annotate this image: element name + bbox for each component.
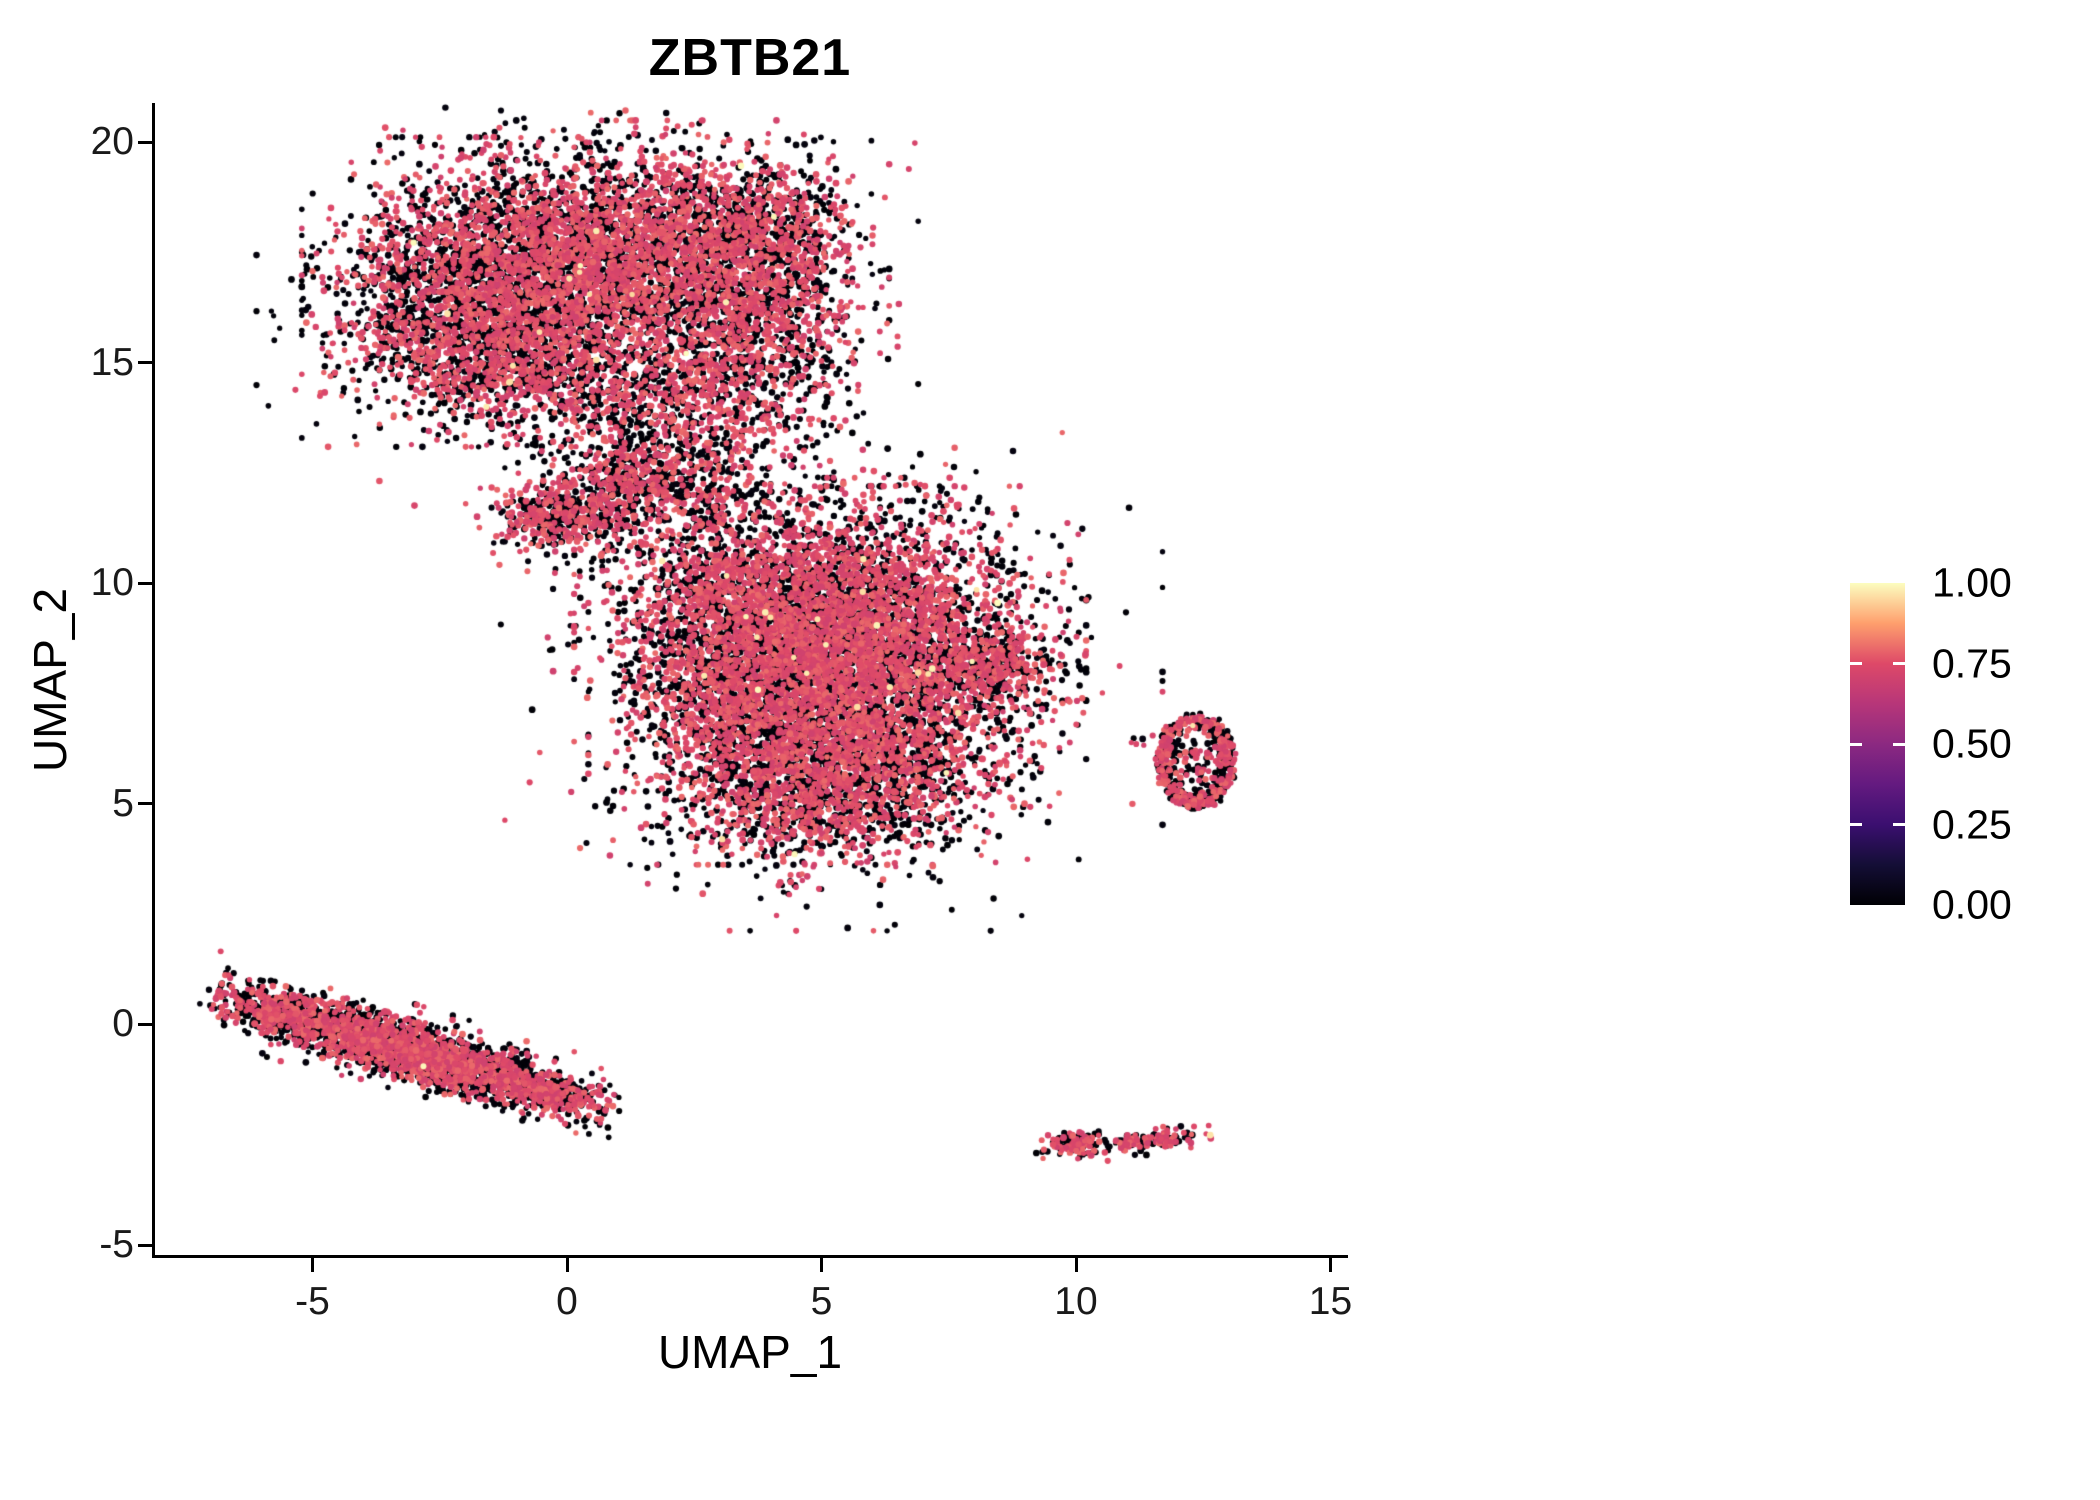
y-axis-tick-mark <box>138 581 152 585</box>
colorbar-break-tick <box>1850 662 1862 665</box>
colorbar-break-tick <box>1850 823 1862 826</box>
colorbar-tick-label: 0.75 <box>1932 640 2012 686</box>
x-axis-tick-mark <box>1329 1258 1332 1272</box>
y-axis-tick-mark <box>138 361 152 365</box>
colorbar-tick-label: 0.00 <box>1932 881 2012 928</box>
x-tick-label: 0 <box>556 1280 578 1323</box>
colorbar-tick-label: 0.50 <box>1932 720 2012 767</box>
colorbar-break-tick <box>1850 742 1862 746</box>
y-tick-label: -5 <box>99 1223 134 1266</box>
y-axis-tick-mark <box>138 1022 152 1026</box>
x-tick-label: 15 <box>1308 1280 1353 1323</box>
y-axis-line <box>152 103 155 1258</box>
y-tick-label: 5 <box>112 781 134 825</box>
x-axis-line <box>152 1255 1348 1258</box>
y-axis-tick-mark <box>138 140 152 144</box>
plot-title: ZBTB21 <box>648 29 852 87</box>
colorbar-tick-label: 0.25 <box>1932 801 2012 847</box>
x-axis-title: UMAP_1 <box>657 1326 843 1378</box>
y-tick-label: 15 <box>90 340 134 384</box>
y-tick-label: 20 <box>90 120 134 163</box>
x-tick-label: -5 <box>295 1280 330 1323</box>
y-tick-label: 10 <box>90 561 134 605</box>
colorbar-break-tick <box>1893 823 1905 826</box>
x-axis-tick-mark <box>820 1258 823 1272</box>
y-axis-tick-mark <box>138 802 152 806</box>
x-axis-tick-mark <box>1074 1258 1078 1272</box>
x-tick-label: 10 <box>1054 1280 1098 1323</box>
y-axis-tick-mark <box>138 1243 152 1247</box>
x-axis-tick-mark <box>565 1258 569 1272</box>
x-tick-label: 5 <box>810 1280 833 1323</box>
colorbar-break-tick <box>1893 742 1905 746</box>
x-axis-tick-mark <box>311 1258 314 1272</box>
colorbar-break-tick <box>1893 662 1905 665</box>
y-axis-title: UMAP_2 <box>24 587 76 773</box>
colorbar-tick-label: 1.00 <box>1932 559 2012 606</box>
y-tick-label: 0 <box>112 1002 134 1046</box>
